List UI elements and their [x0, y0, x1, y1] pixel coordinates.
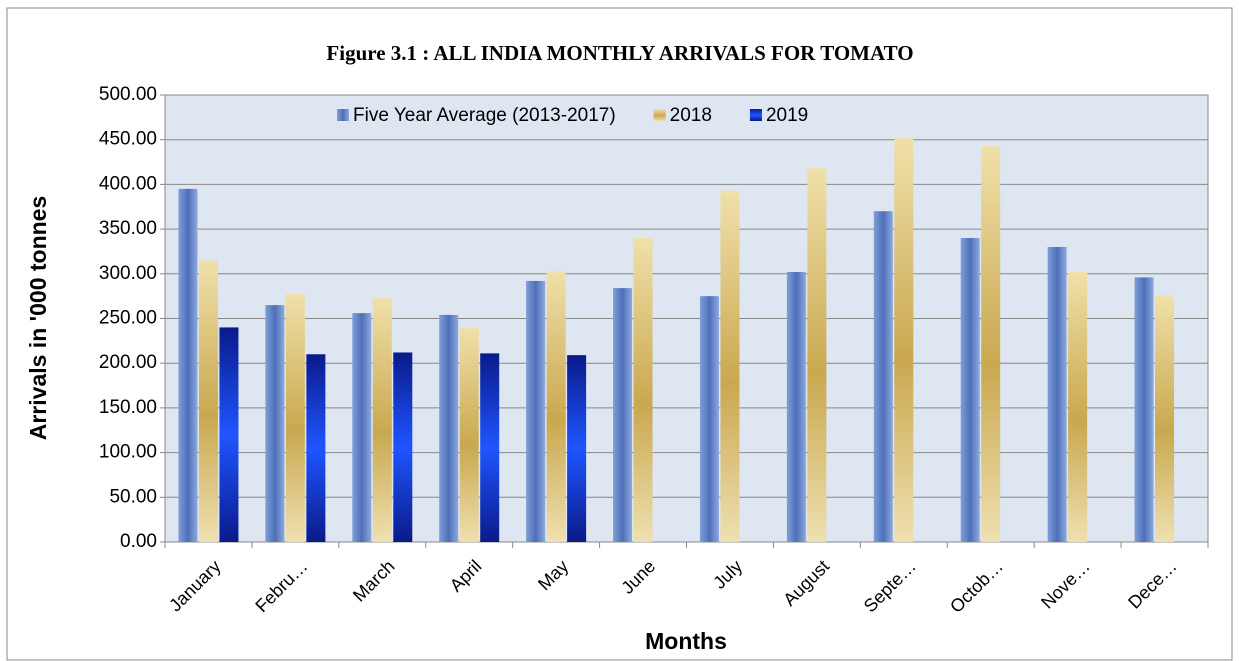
bar [567, 355, 587, 542]
y-tick-label: 100.00 [99, 442, 157, 463]
y-tick-label: 400.00 [99, 173, 157, 194]
y-tick-label: 250.00 [99, 308, 157, 329]
bar [285, 293, 305, 542]
x-axis-label: Months [645, 628, 727, 654]
bar [178, 188, 198, 542]
y-tick-label: 150.00 [99, 397, 157, 418]
bar [633, 238, 653, 543]
bar [526, 280, 546, 542]
chart-title: Figure 3.1 : ALL INDIA MONTHLY ARRIVALS … [326, 41, 913, 65]
bar [459, 327, 479, 542]
legend-label: Five Year Average (2013-2017) [353, 105, 616, 126]
bar [1155, 295, 1175, 542]
bar [960, 238, 980, 543]
bar [894, 137, 914, 543]
bar [699, 296, 719, 542]
legend-swatch [337, 109, 349, 121]
y-axis-label: Arrivals in '000 tonnes [25, 196, 51, 441]
bar [265, 305, 285, 542]
bar [786, 272, 806, 542]
bar [546, 271, 566, 542]
bar [1134, 277, 1154, 542]
bar [613, 288, 633, 542]
bar [873, 211, 893, 542]
bar [1047, 246, 1067, 543]
bar [306, 354, 326, 542]
bar [372, 297, 392, 542]
legend-swatch [653, 109, 666, 121]
bar [720, 190, 740, 542]
y-tick-label: 350.00 [99, 218, 157, 239]
y-tick-label: 500.00 [99, 84, 157, 105]
legend-label: 2018 [670, 105, 712, 126]
legend-label: 2019 [766, 105, 808, 126]
bar [198, 260, 218, 542]
bar [480, 353, 500, 542]
y-tick-label: 50.00 [109, 486, 157, 507]
bar [393, 352, 413, 542]
y-tick-label: 300.00 [99, 263, 157, 284]
legend-swatch [749, 109, 762, 121]
y-tick-label: 200.00 [99, 352, 157, 373]
bar [352, 313, 372, 542]
bar [981, 145, 1001, 542]
y-tick-label: 450.00 [99, 129, 157, 150]
y-tick-label: 0.00 [120, 531, 157, 552]
bar [219, 327, 239, 542]
bar [1068, 272, 1088, 542]
bar [439, 314, 459, 542]
bar [807, 168, 827, 543]
